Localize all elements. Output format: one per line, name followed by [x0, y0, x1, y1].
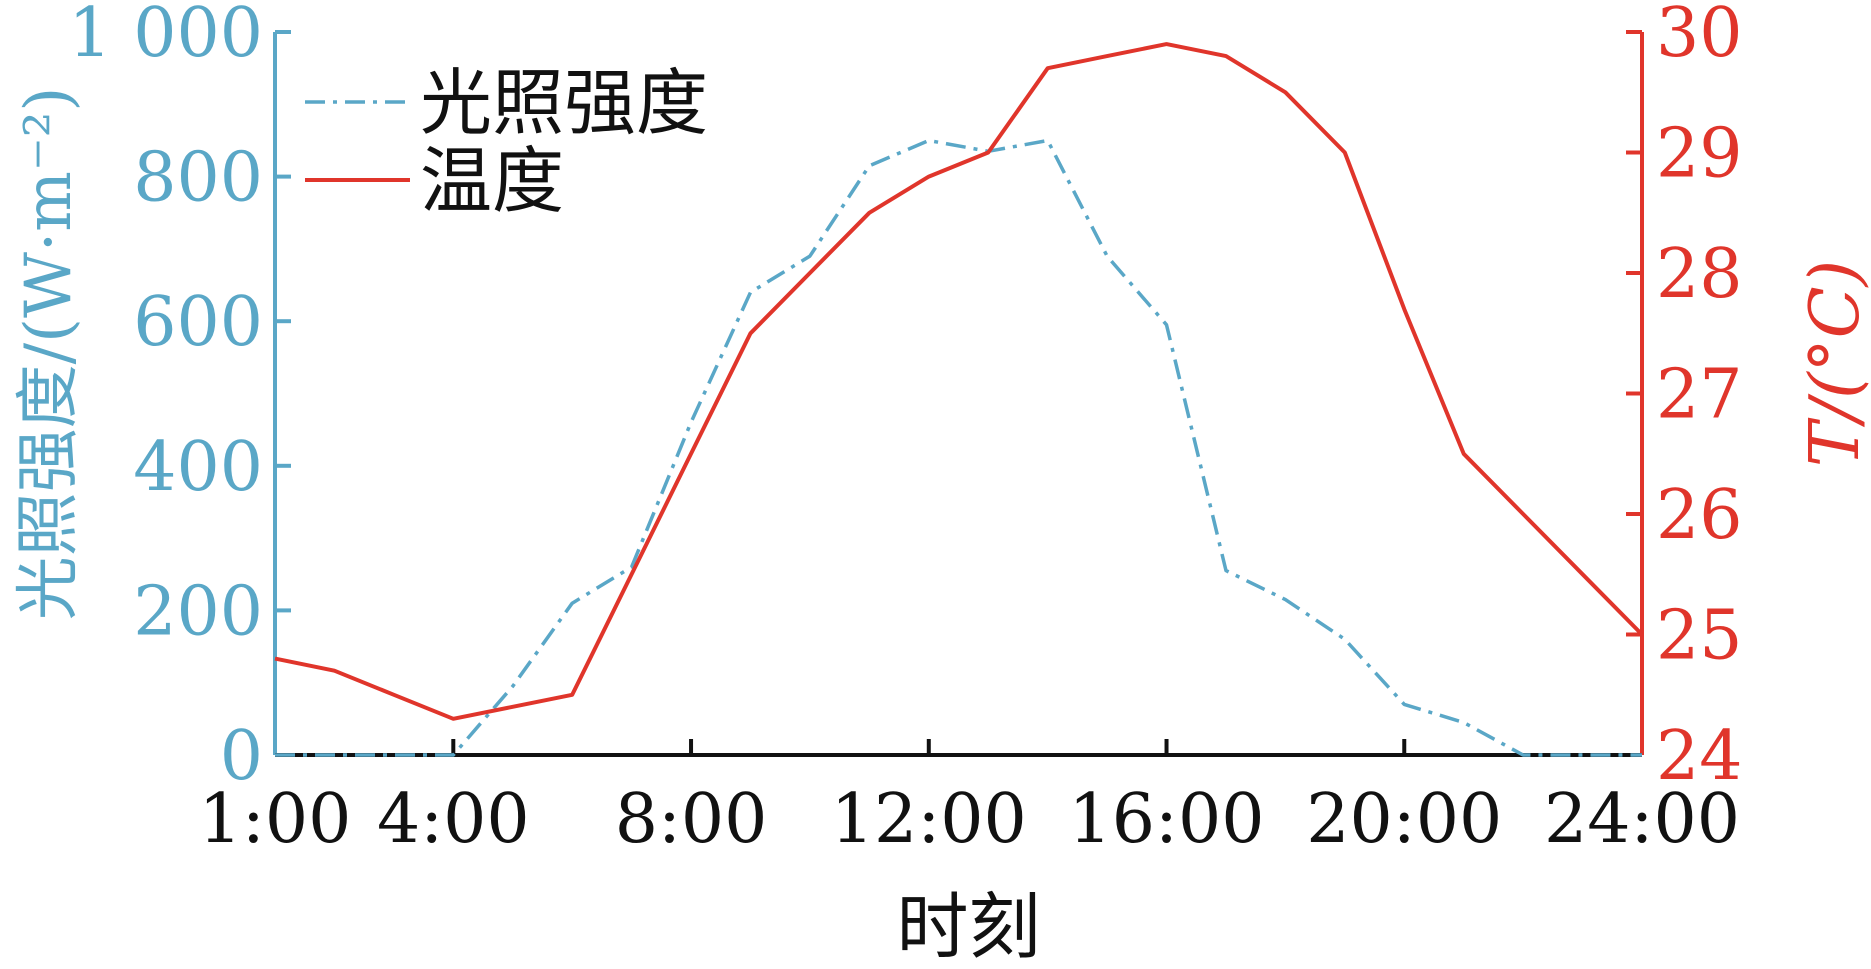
- legend-label: 温度: [420, 139, 564, 223]
- left-tick-label: 800: [133, 139, 263, 218]
- left-tick-label: 200: [133, 572, 263, 651]
- right-axis-title: T/(°C): [1796, 260, 1871, 467]
- x-tick-label: 24:00: [1544, 780, 1740, 859]
- right-tick-label: 28: [1656, 235, 1743, 314]
- left-tick-label: 0: [220, 717, 263, 796]
- right-tick-label: 26: [1656, 476, 1743, 555]
- right-tick-label: 24: [1656, 717, 1743, 796]
- right-tick-label: 27: [1656, 356, 1743, 435]
- x-tick-label: 1:00: [199, 780, 352, 859]
- x-tick-label: 16:00: [1069, 780, 1265, 859]
- x-tick-label: 8:00: [615, 780, 768, 859]
- x-tick-label: 12:00: [831, 780, 1027, 859]
- left-tick-label: 400: [133, 428, 263, 507]
- legend-label: 光照强度: [420, 61, 708, 145]
- x-tick-label: 4:00: [377, 780, 530, 859]
- series-line-temperature: [274, 42, 1644, 721]
- right-tick-label: 29: [1656, 115, 1743, 194]
- left-axis-title: 光照强度/(W·m⁻²): [12, 87, 86, 621]
- left-tick-label: 600: [133, 283, 263, 362]
- x-tick-label: 20:00: [1306, 780, 1502, 859]
- right-tick-label: 30: [1656, 0, 1743, 73]
- right-tick-label: 25: [1656, 597, 1743, 676]
- x-axis-title: 时刻: [896, 885, 1040, 969]
- left-tick-label: 1 000: [68, 0, 263, 73]
- series-line-light-intensity: [275, 138, 1642, 757]
